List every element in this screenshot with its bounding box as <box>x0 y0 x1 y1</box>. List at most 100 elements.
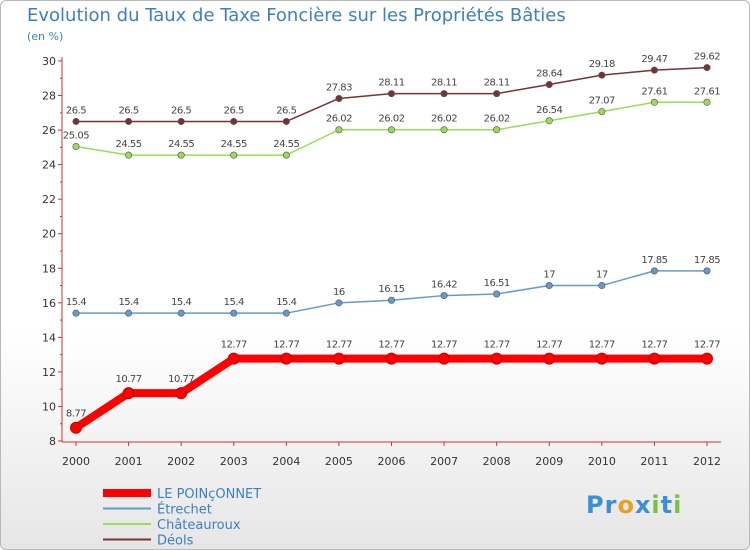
logo-letter: x <box>634 491 652 519</box>
data-point <box>650 66 658 74</box>
data-label: 26.54 <box>536 105 562 116</box>
data-label: 12.77 <box>536 340 562 351</box>
data-label: 12.77 <box>273 340 299 351</box>
data-point <box>227 352 240 365</box>
x-tick-label: 2000 <box>62 455 90 468</box>
data-label: 17.85 <box>694 255 720 266</box>
data-label: 12.77 <box>589 340 615 351</box>
data-label: 24.55 <box>116 139 142 150</box>
data-point <box>122 387 135 400</box>
data-label: 12.77 <box>378 340 404 351</box>
data-label: 26.5 <box>118 105 138 116</box>
data-point <box>703 98 711 106</box>
data-point <box>72 117 80 125</box>
x-tick-label: 2001 <box>115 455 143 468</box>
x-tick-label: 2012 <box>693 455 721 468</box>
series-line-0 <box>72 354 711 432</box>
data-point <box>438 352 451 365</box>
data-point <box>282 117 290 125</box>
data-point <box>440 90 448 98</box>
data-point <box>490 352 503 365</box>
data-point <box>387 126 395 134</box>
data-point <box>545 282 553 290</box>
data-label: 12.77 <box>431 340 457 351</box>
data-label: 27.83 <box>326 82 352 93</box>
data-label: 15.4 <box>224 297 244 308</box>
data-label: 12.77 <box>326 340 352 351</box>
data-point <box>175 387 188 400</box>
data-point <box>440 292 448 300</box>
logo-letter: o <box>617 491 635 519</box>
data-point <box>280 352 293 365</box>
data-point <box>493 290 501 298</box>
data-point <box>125 309 133 317</box>
data-point <box>387 296 395 304</box>
y-tick-label: 14 <box>42 331 56 344</box>
data-label: 17.85 <box>641 255 667 266</box>
proxiti-logo: Proxiti <box>586 491 682 519</box>
data-label: 28.64 <box>536 68 562 79</box>
data-label: 15.4 <box>66 297 86 308</box>
data-point <box>598 282 606 290</box>
data-point <box>177 151 185 159</box>
data-point <box>72 143 80 151</box>
data-point <box>493 126 501 134</box>
data-label: 12.77 <box>641 340 667 351</box>
y-tick-label: 18 <box>42 262 56 275</box>
data-point <box>332 352 345 365</box>
legend-label: LE POINçONNET <box>157 487 261 502</box>
data-label: 29.47 <box>641 54 667 65</box>
data-label: 29.62 <box>694 52 720 63</box>
x-tick-label: 2011 <box>640 455 668 468</box>
logo-letter: t <box>660 491 674 519</box>
y-tick-label: 26 <box>42 124 56 137</box>
data-point <box>70 421 82 434</box>
data-point <box>650 98 658 106</box>
data-label: 12.77 <box>484 340 510 351</box>
data-point <box>595 352 608 365</box>
logo-letter: i <box>651 491 661 519</box>
y-tick-label: 16 <box>42 297 56 310</box>
data-label: 15.4 <box>276 297 296 308</box>
legend-label: Étrechet <box>157 502 212 518</box>
data-label: 26.02 <box>431 114 457 125</box>
data-point <box>543 352 556 365</box>
data-point <box>335 94 343 102</box>
data-point <box>703 64 711 72</box>
y-tick-label: 30 <box>42 55 56 68</box>
data-point <box>440 126 448 134</box>
data-point <box>230 151 238 159</box>
logo-letter: r <box>604 491 618 519</box>
data-label: 10.77 <box>116 374 142 385</box>
y-tick-label: 8 <box>49 435 56 448</box>
data-label: 29.18 <box>589 59 615 70</box>
data-label: 15.4 <box>118 297 138 308</box>
data-point <box>598 108 606 116</box>
x-tick-label: 2008 <box>483 455 511 468</box>
data-point <box>385 352 398 365</box>
data-label: 16.15 <box>378 284 404 295</box>
data-point <box>387 90 395 98</box>
data-label: 25.05 <box>63 131 89 142</box>
data-label: 24.55 <box>168 139 194 150</box>
data-label: 26.02 <box>326 114 352 125</box>
data-label: 26.5 <box>171 105 191 116</box>
y-tick-label: 24 <box>42 159 56 172</box>
y-tick-label: 12 <box>42 366 56 379</box>
x-tick-label: 2007 <box>430 455 458 468</box>
data-label: 15.4 <box>171 297 191 308</box>
data-point <box>177 309 185 317</box>
data-label: 12.77 <box>694 340 720 351</box>
data-label: 17 <box>596 270 608 281</box>
x-tick-label: 2005 <box>325 455 353 468</box>
y-tick-label: 10 <box>42 400 56 413</box>
data-point <box>335 126 343 134</box>
data-point <box>545 117 553 125</box>
data-label: 27.61 <box>641 86 667 97</box>
data-point <box>125 151 133 159</box>
data-label: 8.77 <box>66 409 86 420</box>
legend-label: Châteauroux <box>157 518 241 533</box>
data-point <box>650 267 658 275</box>
